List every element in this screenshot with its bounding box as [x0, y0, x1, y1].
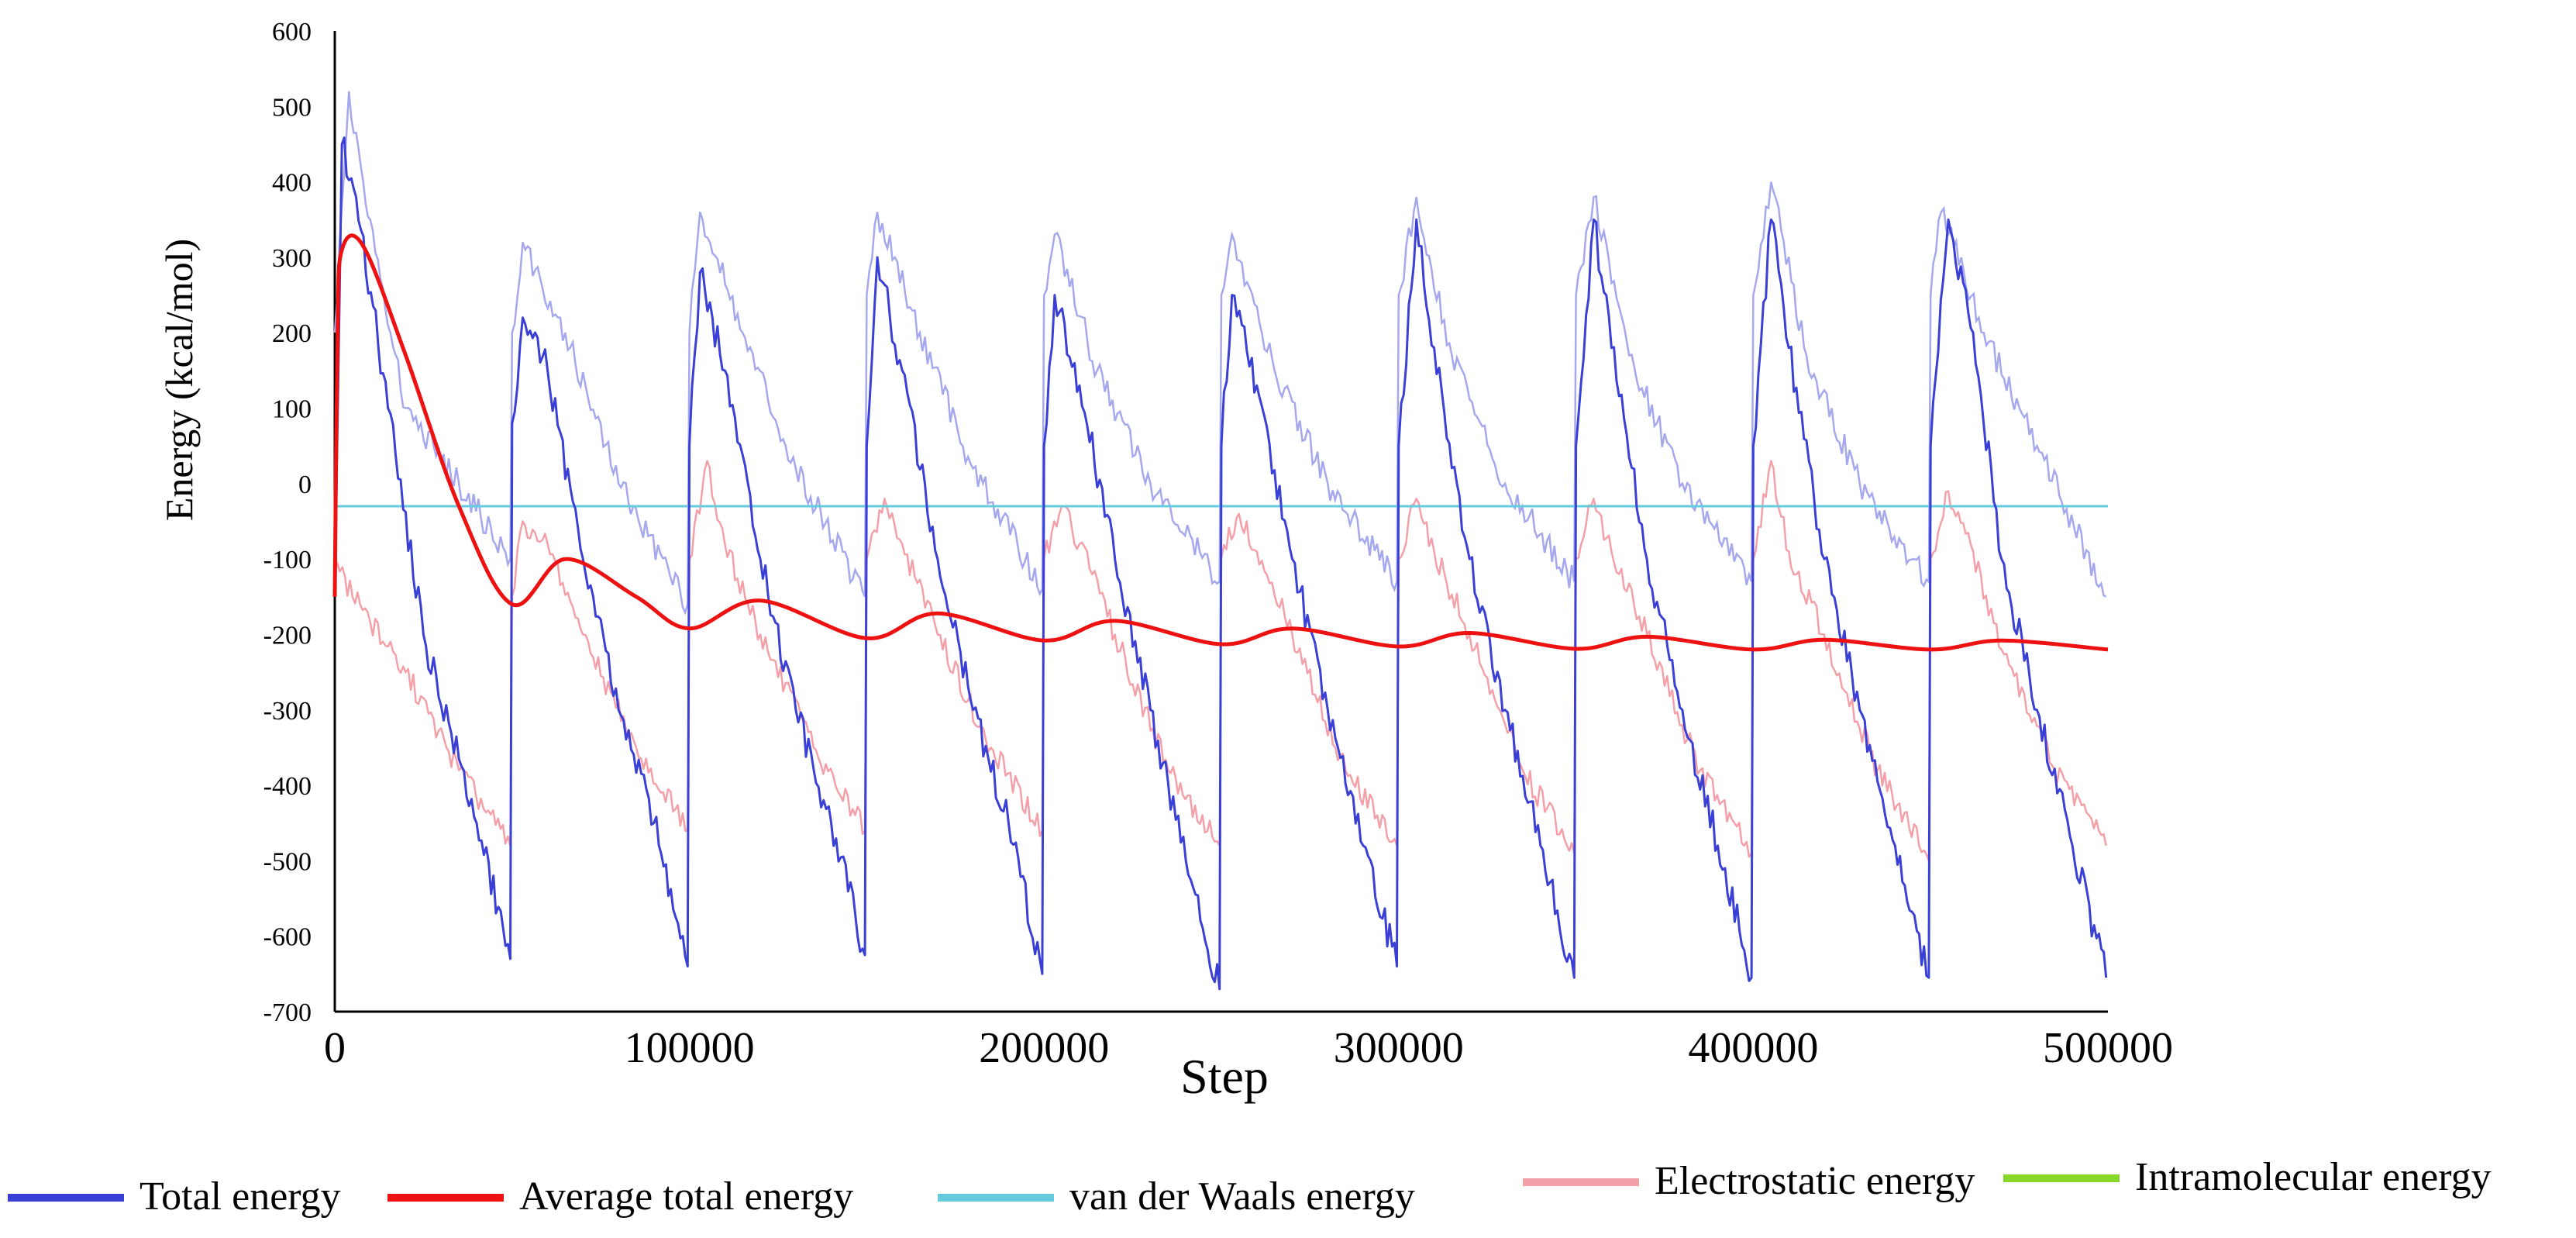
x-tick-label: 100000: [625, 1024, 755, 1072]
y-tick-label: 500: [272, 93, 312, 122]
legend-label: Average total energy: [519, 1174, 853, 1219]
legend: Total energy Average total energy van der …: [8, 1155, 2492, 1219]
y-tick-label: -400: [263, 772, 312, 801]
x-tick-label: 400000: [1688, 1024, 1818, 1072]
y-tick-label: -200: [263, 621, 312, 650]
series-layer: [332, 91, 2109, 991]
x-axis-label: Step: [1180, 1049, 1269, 1104]
y-tick-label: -100: [263, 546, 312, 574]
legend-label: van der Waals energy: [1069, 1174, 1415, 1219]
y-tick-label: 100: [272, 395, 312, 424]
y-tick-label: -700: [263, 998, 312, 1027]
y-tick-label: 600: [272, 18, 312, 47]
x-tick-label: 300000: [1334, 1024, 1464, 1072]
y-tick-labels: 600 500 400 300 200 100 0 -100 -200 -300 -400 -500 -…: [263, 18, 312, 1027]
y-tick-label: 200: [272, 319, 312, 348]
y-tick-label: 400: [272, 169, 312, 198]
legend-label: Total energy: [139, 1174, 341, 1219]
y-tick-label: -500: [263, 847, 312, 876]
y-tick-label: 300: [272, 244, 312, 273]
x-tick-labels: 0 100000 200000 300000 400000 500000: [324, 1024, 2173, 1072]
y-tick-label: 0: [298, 471, 312, 499]
y-tick-label: -300: [263, 697, 312, 726]
x-tick-label: 200000: [979, 1024, 1109, 1072]
legend-label: Electrostatic energy: [1655, 1159, 1975, 1203]
y-axis-label: Energy (kcal/mol): [157, 239, 201, 521]
series-line-total-energy: [333, 136, 2108, 991]
series-line-average-total-energy: [332, 233, 2109, 652]
legend-label: Intramolecular energy: [2135, 1155, 2492, 1199]
x-tick-label: 0: [324, 1024, 346, 1072]
x-tick-label: 500000: [2043, 1024, 2173, 1072]
y-tick-label: -600: [263, 923, 312, 952]
plot-area: 600 500 400 300 200 100 0 -100 -200 -300 -400 -500 -…: [263, 18, 2173, 1072]
